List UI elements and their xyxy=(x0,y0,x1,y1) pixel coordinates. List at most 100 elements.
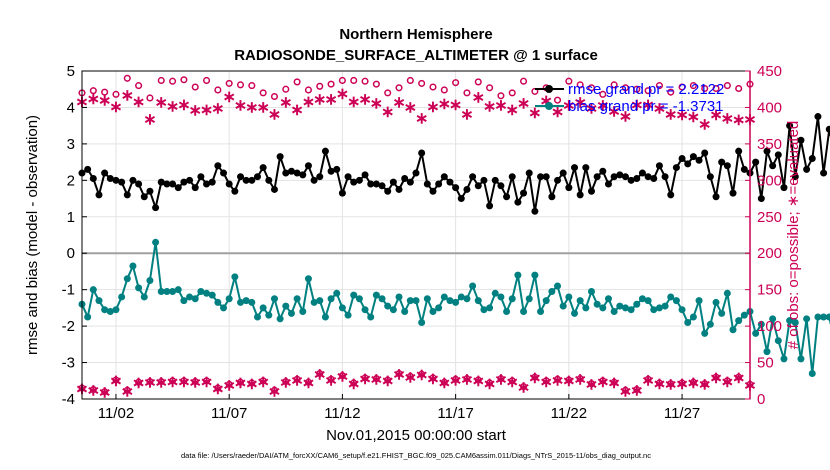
obs-evaluated-point: ∗ xyxy=(98,92,111,109)
bias-point xyxy=(786,317,794,325)
bias-point xyxy=(627,306,635,314)
obs-evaluated-point: ∗ xyxy=(245,376,258,393)
obs-evaluated-point: ∗ xyxy=(438,96,451,113)
rmse-point xyxy=(678,154,686,162)
rmse-point xyxy=(333,165,341,173)
obs-possible-point xyxy=(599,377,607,385)
obs-possible-point xyxy=(350,76,358,85)
obs-possible-point xyxy=(180,377,188,385)
bias-point xyxy=(808,369,816,377)
rmse-point xyxy=(712,193,720,201)
bias-point xyxy=(797,355,805,363)
rmse-point xyxy=(106,175,114,183)
obs-possible-point xyxy=(191,377,199,386)
bias-point xyxy=(486,304,494,312)
bias-point xyxy=(440,293,448,301)
legend-bias-label: bias grand pr = -1.3731 xyxy=(568,98,724,115)
x-axis: 11/02 11/07 11/12 11/17 11/22 11/27 xyxy=(98,394,700,422)
obs-possible-point xyxy=(520,383,528,391)
obs-evaluated-point: ∗ xyxy=(528,105,541,122)
obs-evaluated-point: ∗ xyxy=(675,376,688,393)
bias-point xyxy=(191,295,199,303)
obs-evaluated-point: ∗ xyxy=(211,381,224,398)
obs-possible-point xyxy=(157,377,165,386)
x-tick-label: 11/02 xyxy=(98,405,134,422)
obs-possible-point xyxy=(474,78,482,86)
obs-possible-point xyxy=(225,79,233,87)
obs-possible-point xyxy=(463,375,471,383)
obs-possible-point xyxy=(282,85,290,93)
rmse-point xyxy=(803,165,811,173)
rmse-point xyxy=(486,202,494,210)
obs-evaluated-point: ∗ xyxy=(302,375,315,392)
bias-point xyxy=(695,297,703,305)
left-tick-label: 1 xyxy=(67,209,75,226)
obs-possible-point xyxy=(553,96,562,104)
obs-evaluated-point: ∗ xyxy=(619,108,632,125)
rmse-point xyxy=(491,176,499,184)
rmse-point xyxy=(112,176,120,184)
bias-point xyxy=(146,277,154,285)
obs-evaluated-point: ∗ xyxy=(87,383,100,400)
obs-possible-point xyxy=(361,374,369,382)
rmse-point xyxy=(321,147,329,155)
obs-possible-point xyxy=(576,81,584,89)
bias-point xyxy=(774,337,782,345)
obs-evaluated-point: ∗ xyxy=(675,107,688,124)
rmse-point xyxy=(763,147,771,155)
bias-point xyxy=(621,304,629,312)
bias-point xyxy=(338,304,346,312)
obs-possible-point xyxy=(463,89,471,97)
bias-point xyxy=(248,298,256,306)
series-possible xyxy=(78,74,754,104)
rmse-point xyxy=(769,162,777,170)
rmse-point xyxy=(89,175,97,183)
bias-point xyxy=(129,262,137,270)
bias-point xyxy=(667,293,675,301)
obs-evaluated-point: ∗ xyxy=(222,89,235,106)
bias-point xyxy=(633,300,641,308)
obs-evaluated-point: ∗ xyxy=(98,385,111,402)
obs-possible-point xyxy=(644,87,652,95)
obs-possible-point xyxy=(169,377,177,385)
rmse-point xyxy=(548,193,556,201)
obs-evaluated-point: ∗ xyxy=(472,373,485,390)
obs-possible-point xyxy=(418,370,426,378)
bias-point xyxy=(587,287,595,295)
obs-evaluated-point: ∗ xyxy=(324,92,337,109)
bias-point xyxy=(429,308,437,316)
rmse-point xyxy=(695,156,703,164)
obs-evaluated-point: ∗ xyxy=(732,112,745,129)
rmse-point xyxy=(604,180,612,188)
obs-possible-point xyxy=(610,378,618,386)
rmse-point xyxy=(84,165,92,173)
obs-possible-point xyxy=(214,86,222,94)
series-evaluated_low: ∗∗∗∗∗∗∗∗∗∗∗∗∗∗∗∗∗∗∗∗∗∗∗∗∗∗∗∗∗∗∗∗∗∗∗∗∗∗∗∗… xyxy=(75,366,756,401)
rmse-point xyxy=(672,164,680,172)
bias-point xyxy=(582,304,590,312)
obs-evaluated-point: ∗ xyxy=(132,375,145,392)
rmse-point xyxy=(378,182,386,190)
rmse-point xyxy=(780,184,788,192)
obs-possible-point xyxy=(406,372,414,380)
obs-evaluated-point: ∗ xyxy=(653,376,666,393)
bias-point xyxy=(820,313,828,321)
rmse-point xyxy=(740,165,748,173)
bias-point xyxy=(718,309,726,317)
obs-evaluated-point: ∗ xyxy=(415,367,428,384)
rmse-point xyxy=(253,173,261,181)
rmse-point xyxy=(718,158,726,166)
bias-point xyxy=(395,293,403,301)
left-tick-label: -2 xyxy=(62,318,75,335)
bias-point xyxy=(537,308,545,316)
obs-evaluated-point: ∗ xyxy=(551,104,564,121)
rmse-point xyxy=(140,193,148,201)
bias-point xyxy=(361,306,369,314)
rmse-point xyxy=(338,189,346,197)
obs-evaluated-point: ∗ xyxy=(483,376,496,393)
rmse-point xyxy=(797,136,805,144)
rmse-point xyxy=(191,184,199,192)
obs-evaluated-point: ∗ xyxy=(460,372,473,389)
obs-possible-point xyxy=(384,376,392,384)
rmse-point xyxy=(706,173,714,181)
